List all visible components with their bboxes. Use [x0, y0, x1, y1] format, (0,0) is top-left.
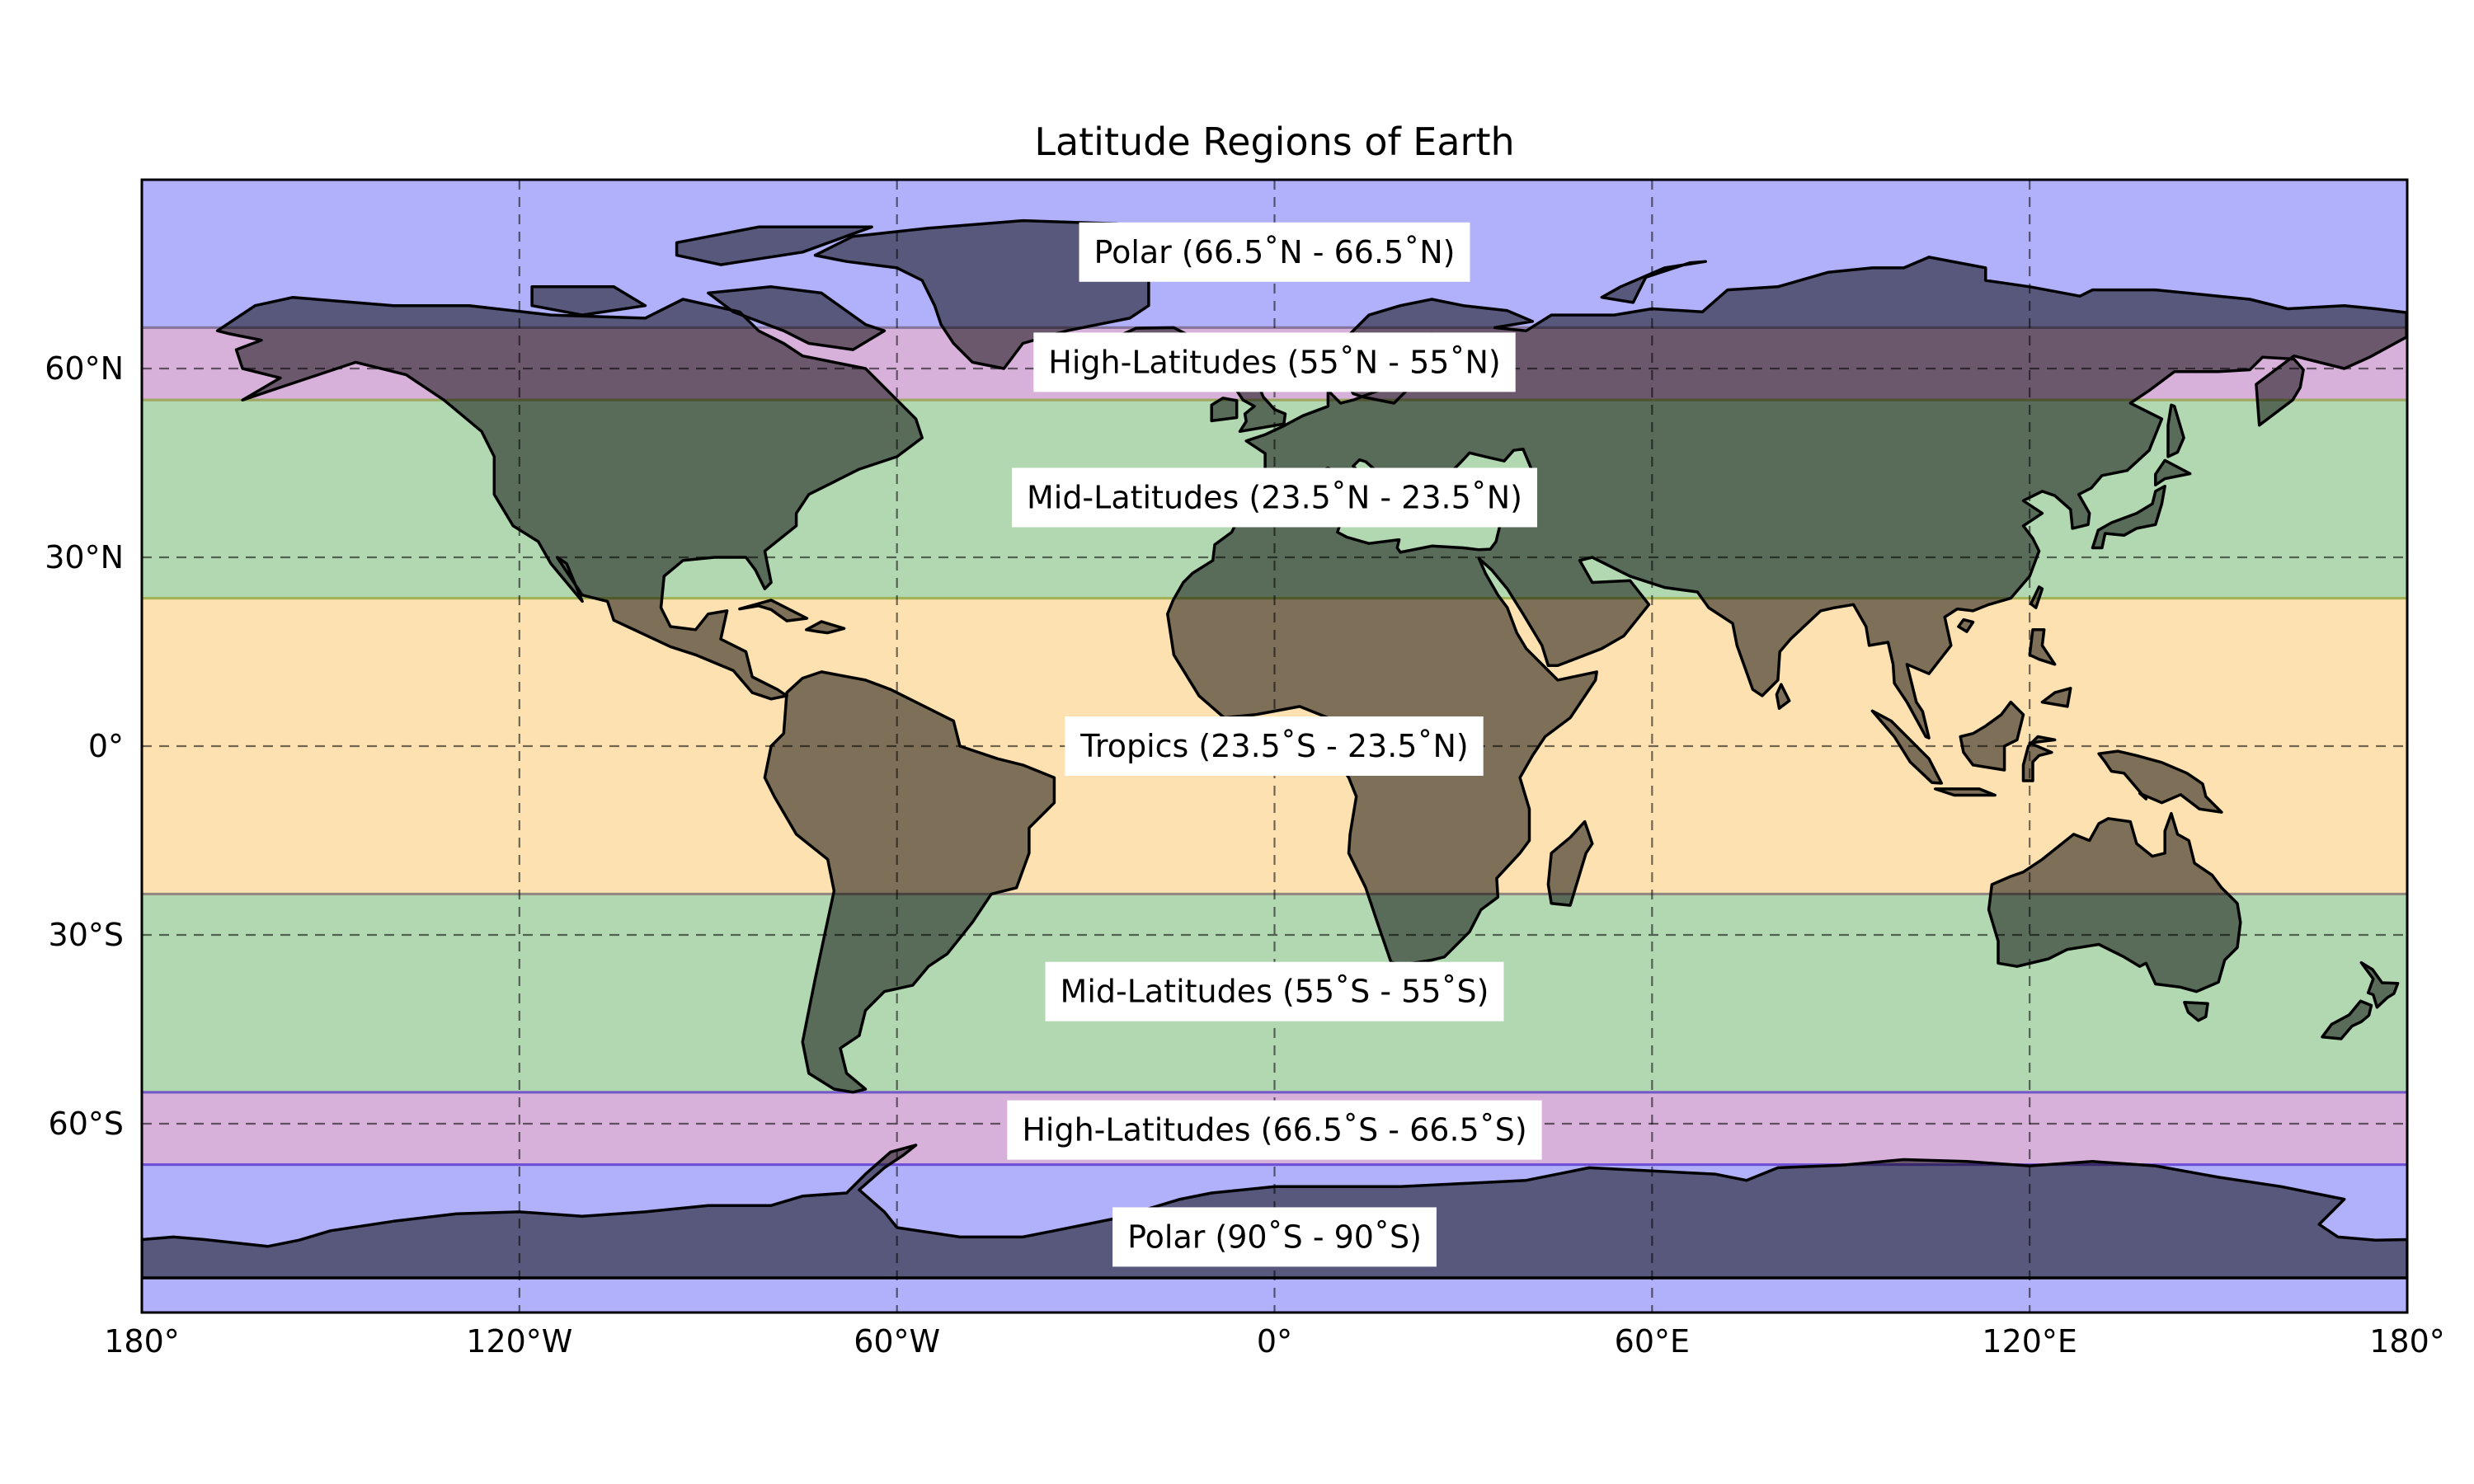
band-label-text: Mid-Latitudes (55˚S - 55˚S) [1061, 974, 1489, 1010]
lon-tick-label: 60°W [854, 1323, 940, 1360]
band-label-text: Polar (90˚S - 90˚S) [1127, 1219, 1422, 1255]
band-label-high-lat-north: High-Latitudes (55˚N - 55˚N) [1033, 332, 1516, 392]
land-north-america [215, 295, 924, 701]
land-taiwan [2029, 585, 2044, 609]
land-new-zealand-north [2359, 960, 2400, 1009]
land-novaya-zemlya [1600, 260, 1707, 304]
land-australia [1987, 811, 2242, 993]
lon-tick-label: 180° [104, 1323, 180, 1360]
band-label-box [1011, 467, 1538, 528]
band-label-box [1033, 332, 1516, 392]
band-label-box [1079, 222, 1470, 282]
land-tasmania [2183, 1000, 2209, 1022]
land-new-guinea [2097, 749, 2223, 814]
lon-tick-label: 120°E [1982, 1323, 2077, 1360]
land-ellesmere-island [675, 225, 873, 266]
band-label-polar-south: Polar (90˚S - 90˚S) [1112, 1207, 1437, 1267]
land-borneo [1959, 700, 2025, 772]
land-japan [2091, 484, 2166, 550]
landmasses [142, 218, 2407, 1280]
land-victoria-island [530, 285, 647, 317]
land-hainan [1957, 618, 1975, 633]
axis-ticks: 180° 120°W 60°W 0° 60°E 120°E 180° 60°N 30°N 0° 30… [45, 350, 2445, 1360]
band-label-box [1007, 1100, 1542, 1160]
band-label-mid-lat-south: Mid-Latitudes (55˚S - 55˚S) [1045, 961, 1504, 1021]
band-label-text: Polar (66.5˚N - 66.5˚N) [1094, 234, 1456, 270]
lat-tick-label: 30°N [45, 539, 124, 575]
lat-tick-label: 60°S [49, 1106, 124, 1142]
land-philippines-luzon [2028, 628, 2057, 666]
lon-tick-label: 120°W [466, 1323, 572, 1360]
land-hispaniola [805, 620, 846, 635]
band-label-box [1112, 1207, 1437, 1267]
land-hokkaido [2154, 458, 2192, 486]
band-label-text: High-Latitudes (55˚N - 55˚N) [1048, 344, 1500, 380]
band-label-polar-north: Polar (66.5˚N - 66.5˚N) [1079, 222, 1470, 282]
land-philippines-mindanao [2040, 687, 2072, 708]
land-sri-lanka [1775, 683, 1791, 710]
band-labels: Polar (66.5˚N - 66.5˚N) High-Latitudes (5… [1007, 222, 1542, 1267]
band-label-text: Tropics (23.5˚S - 23.5˚N) [1079, 728, 1468, 764]
land-madagascar [1546, 819, 1594, 907]
land-south-america [763, 670, 1056, 1094]
land-baffin-island [707, 285, 887, 351]
land-new-zealand-south [2321, 999, 2373, 1040]
lat-tick-label: 30°S [49, 917, 124, 953]
lon-tick-label: 180° [2369, 1323, 2445, 1360]
band-label-mid-lat-north: Mid-Latitudes (23.5˚N - 23.5˚N) [1011, 467, 1538, 528]
land-cuba [738, 599, 809, 622]
band-label-text: Mid-Latitudes (23.5˚N - 23.5˚N) [1027, 479, 1522, 515]
land-ireland [1210, 397, 1239, 423]
land-java [1933, 787, 1997, 797]
band-label-box [1065, 716, 1484, 776]
map-title: Latitude Regions of Earth [1034, 120, 1514, 164]
band-label-box [1045, 961, 1504, 1021]
land-sakhalin [2166, 403, 2185, 458]
band-label-tropics: Tropics (23.5˚S - 23.5˚N) [1065, 716, 1484, 776]
lat-tick-label: 0° [88, 728, 124, 764]
lon-tick-label: 60°E [1615, 1323, 1690, 1360]
lon-tick-label: 0° [1257, 1323, 1292, 1360]
band-label-text: High-Latitudes (66.5˚S - 66.5˚S) [1022, 1112, 1526, 1148]
map-frame [140, 178, 2409, 1314]
land-sumatra [1870, 709, 1944, 785]
band-label-high-lat-south: High-Latitudes (66.5˚S - 66.5˚S) [1007, 1100, 1542, 1160]
lat-tick-label: 60°N [45, 350, 124, 387]
